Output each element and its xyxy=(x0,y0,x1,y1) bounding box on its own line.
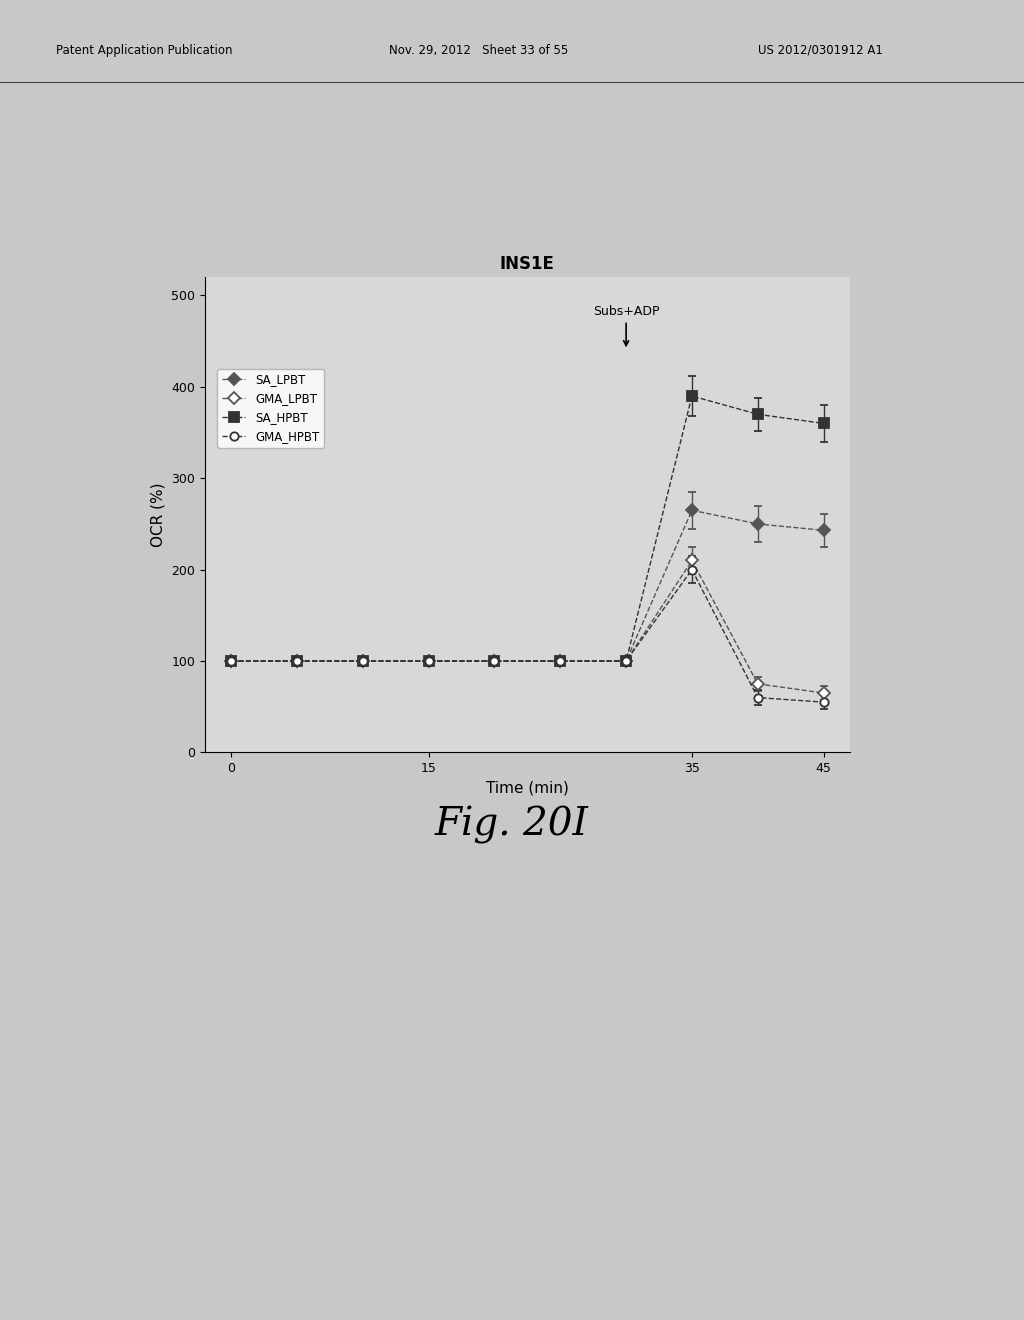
Text: Nov. 29, 2012   Sheet 33 of 55: Nov. 29, 2012 Sheet 33 of 55 xyxy=(389,44,568,57)
Text: Patent Application Publication: Patent Application Publication xyxy=(56,44,232,57)
Legend: SA_LPBT, GMA_LPBT, SA_HPBT, GMA_HPBT: SA_LPBT, GMA_LPBT, SA_HPBT, GMA_HPBT xyxy=(217,368,324,447)
Text: Fig. 20I: Fig. 20I xyxy=(435,807,589,843)
Title: INS1E: INS1E xyxy=(500,255,555,273)
Text: Subs+ADP: Subs+ADP xyxy=(593,305,659,346)
Text: US 2012/0301912 A1: US 2012/0301912 A1 xyxy=(758,44,883,57)
Y-axis label: OCR (%): OCR (%) xyxy=(151,483,166,546)
X-axis label: Time (min): Time (min) xyxy=(486,780,568,796)
